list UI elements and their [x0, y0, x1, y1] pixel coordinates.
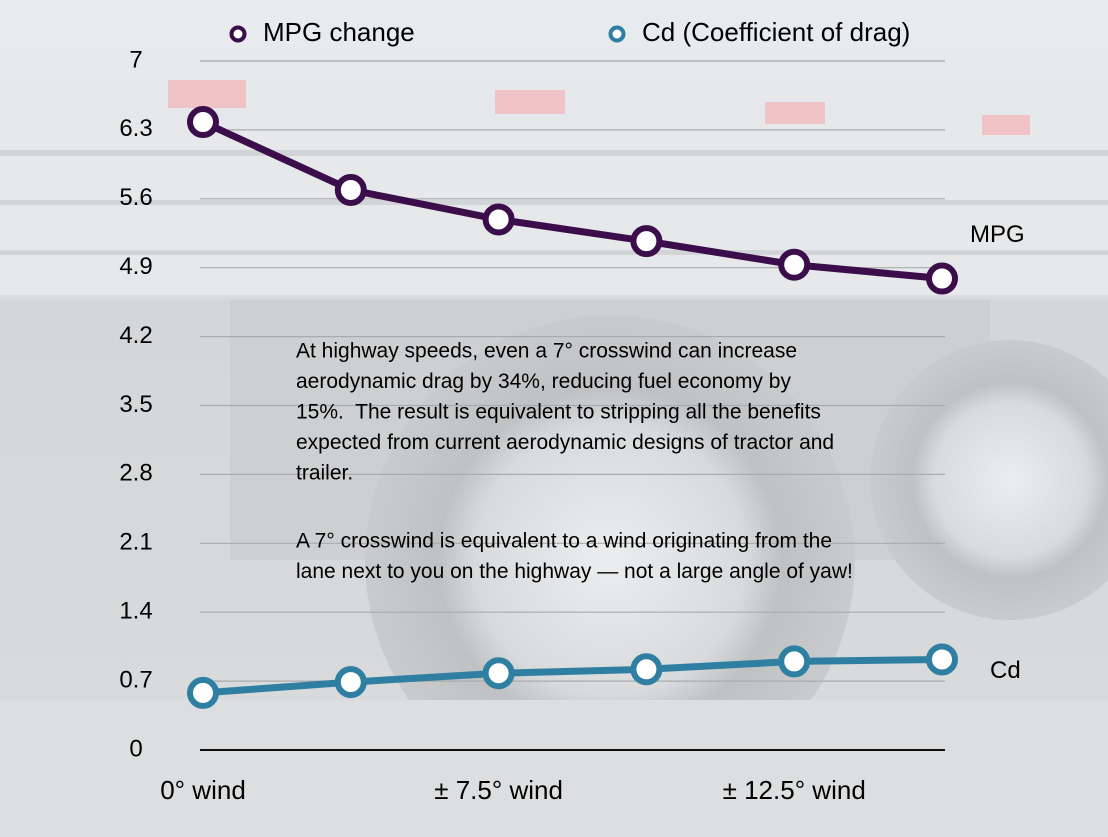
series-end-label: MPG: [970, 221, 1025, 248]
legend-label: Cd (Coefficient of drag): [642, 17, 910, 47]
annotation-text: At highway speeds, even a 7° crosswind c…: [296, 340, 797, 363]
y-tick-label: 3.5: [119, 391, 152, 418]
data-point: [338, 177, 364, 203]
chart: 0 0.7 1.4 2.1 2.8 3.5 4.2 4.9 5.6 6.3 7 0° wind ± 7.…: [0, 0, 1108, 837]
data-point: [190, 680, 216, 706]
x-tick-label: ± 7.5° wind: [434, 775, 563, 805]
legend-marker: [232, 28, 245, 41]
data-point: [633, 656, 659, 682]
y-tick-label: 4.9: [119, 253, 152, 280]
y-tick-label: 0.7: [119, 666, 152, 693]
data-point: [929, 266, 955, 292]
series-end-label: Cd: [990, 657, 1021, 684]
y-tick-label: 0: [129, 735, 142, 762]
annotation-text: lane next to you on the highway — not a …: [296, 560, 853, 583]
y-tick-label: 6.3: [119, 115, 152, 142]
y-tick-label: 2.8: [119, 460, 152, 487]
data-point: [781, 252, 807, 278]
y-tick-label: 7: [129, 46, 142, 73]
annotation-text: 15%. The result is equivalent to strippi…: [296, 401, 821, 424]
data-point: [486, 206, 512, 232]
y-tick-label: 1.4: [119, 598, 152, 625]
y-tick-label: 5.6: [119, 184, 152, 211]
x-tick-label: 0° wind: [160, 775, 246, 805]
data-point: [781, 648, 807, 674]
annotation-text: aerodynamic drag by 34%, reducing fuel e…: [296, 370, 791, 393]
annotation-text: trailer.: [296, 462, 353, 485]
annotation-text: A 7° crosswind is equivalent to a wind o…: [296, 530, 832, 553]
y-tick-label: 2.1: [119, 529, 152, 556]
data-point: [633, 228, 659, 254]
x-tick-label: ± 12.5° wind: [723, 775, 866, 805]
data-point: [486, 660, 512, 686]
data-point: [338, 669, 364, 695]
legend-marker: [611, 28, 624, 41]
annotation-text: expected from current aerodynamic design…: [296, 431, 834, 454]
y-tick-label: 4.2: [119, 322, 152, 349]
data-point: [190, 109, 216, 135]
legend-label: MPG change: [263, 17, 415, 47]
data-point: [929, 646, 955, 672]
